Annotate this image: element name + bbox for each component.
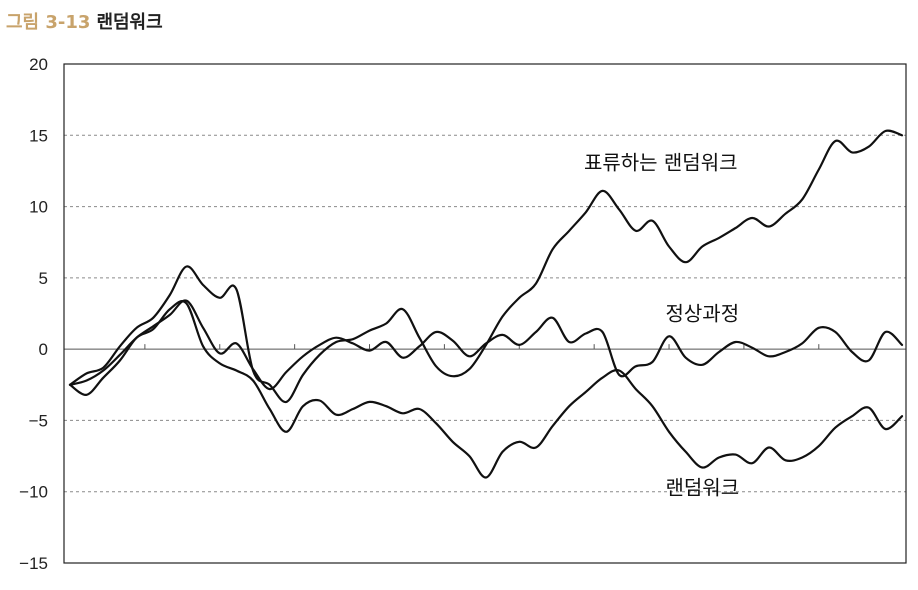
figure-number: 그림 3-13 <box>6 12 91 33</box>
series-lines <box>68 129 904 479</box>
y-tick-labels: 20 15 10 5 0 −5 −10 −15 <box>19 55 48 573</box>
series-annotation: 랜덤워크 <box>666 476 740 500</box>
y-tick-label: 20 <box>29 55 48 74</box>
y-tick-label: −5 <box>29 411 48 430</box>
plot-frame <box>63 63 907 564</box>
y-tick-label: 0 <box>39 340 48 359</box>
series-line-3 <box>68 300 904 479</box>
series-line-1 <box>68 129 904 404</box>
y-tick-label: 15 <box>29 126 48 145</box>
plot-border <box>63 63 907 564</box>
grid-lines <box>64 134 906 493</box>
figure-caption: 그림 3-13 랜덤워크 <box>6 8 163 34</box>
y-tick-label: −10 <box>19 483 48 502</box>
series-line-2 <box>68 299 904 391</box>
y-tick-label: 5 <box>39 269 48 288</box>
series-annotation: 표류하는 랜덤워크 <box>584 151 738 175</box>
y-tick-label: 10 <box>29 198 48 217</box>
figure-title: 랜덤워크 <box>96 12 163 33</box>
y-tick-label: −15 <box>19 554 48 573</box>
series-annotation: 정상과정 <box>666 302 740 326</box>
